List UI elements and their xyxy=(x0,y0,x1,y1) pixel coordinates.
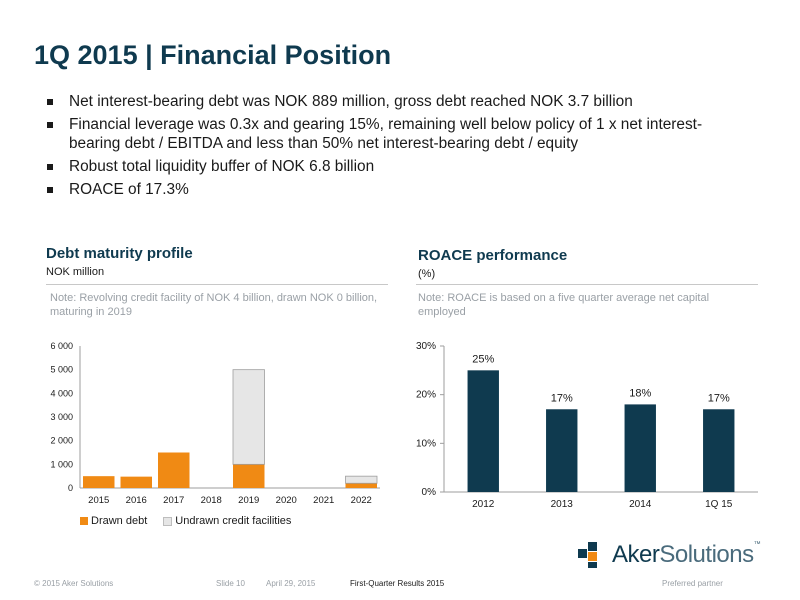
data-label: 17% xyxy=(708,392,730,404)
data-label: 25% xyxy=(472,353,494,365)
x-tick-label: 2022 xyxy=(351,495,372,506)
legend-item-drawn: Drawn debt xyxy=(80,515,147,527)
bullet-square-icon xyxy=(47,99,53,105)
legend-label-drawn: Drawn debt xyxy=(91,515,148,527)
bullet-square-icon xyxy=(47,122,53,128)
x-tick-label: 2013 xyxy=(551,499,574,510)
x-tick-label: 2021 xyxy=(313,495,334,506)
x-tick-label: 2015 xyxy=(88,495,109,506)
debt-chart-note: Note: Revolving credit facility of NOK 4… xyxy=(50,292,378,318)
logo-wordmark: AkerSolutions™ xyxy=(612,541,761,569)
roace-chart-note: Note: ROACE is based on a five quarter a… xyxy=(418,292,710,318)
x-tick-label: 1Q 15 xyxy=(705,499,733,510)
bullet-text: Net interest-bearing debt was NOK 889 mi… xyxy=(69,93,633,110)
bullet-square-icon xyxy=(47,187,53,193)
aker-logo-mark-icon xyxy=(578,542,597,568)
y-tick-label: 1 000 xyxy=(50,459,73,469)
data-label: 18% xyxy=(629,387,651,399)
logo-solutions: Solutions xyxy=(659,541,754,568)
bullet-item: Financial leverage was 0.3x and gearing … xyxy=(45,115,745,153)
bar-drawn-debt xyxy=(158,452,190,488)
legend-swatch-drawn xyxy=(80,517,88,525)
y-tick-label: 3 000 xyxy=(50,412,73,422)
y-tick-label: 0 xyxy=(68,483,73,493)
roace-chart-title: ROACE performance xyxy=(418,247,568,264)
roace-chart: 0% 10% 20% 30% 25% 2012 17% 2013 18% 2014 17% 1Q 15 xyxy=(0,330,800,525)
debt-chart-unit: NOK million xyxy=(46,266,105,278)
bullet-item: Robust total liquidity buffer of NOK 6.8… xyxy=(45,157,745,176)
bullet-item: ROACE of 17.3% xyxy=(45,180,745,199)
debt-maturity-chart: 0 1 000 2 000 3 000 4 000 5 000 6 000 2015 2016 2… xyxy=(0,330,400,520)
logo-tm: ™ xyxy=(753,541,761,548)
bar-drawn-debt xyxy=(233,464,265,488)
y-tick-label: 6 000 xyxy=(50,341,73,351)
bullet-list: Net interest-bearing debt was NOK 889 mi… xyxy=(45,92,745,203)
roace-chart-svg: 0% 10% 20% 30% 25% 2012 17% 2013 18% 2014 17% 1Q 15 xyxy=(416,341,758,510)
y-tick-label: 2 000 xyxy=(50,436,73,446)
legend-label-undrawn: Undrawn credit facilities xyxy=(175,515,292,527)
divider xyxy=(416,284,758,285)
debt-chart-legend: Drawn debt Undrawn credit facilities xyxy=(80,515,303,527)
footer-copyright: © 2015 Aker Solutions xyxy=(34,579,114,588)
bar-drawn-debt xyxy=(83,476,115,488)
bullet-item: Net interest-bearing debt was NOK 889 mi… xyxy=(45,92,745,111)
x-tick-label: 2018 xyxy=(201,495,222,506)
y-tick-label: 0% xyxy=(422,487,437,498)
legend-item-undrawn: Undrawn credit facilities xyxy=(163,515,291,527)
x-tick-label: 2019 xyxy=(238,495,259,506)
y-tick-label: 10% xyxy=(416,438,436,449)
footer-partner: Preferred partner xyxy=(662,579,723,588)
x-tick-label: 2014 xyxy=(629,499,652,510)
bullet-text: ROACE of 17.3% xyxy=(69,181,189,198)
divider xyxy=(46,284,388,285)
bar-roace xyxy=(467,370,499,492)
debt-chart-svg: 0 1 000 2 000 3 000 4 000 5 000 6 000 2015 2016 2… xyxy=(50,341,380,506)
legend-swatch-undrawn xyxy=(163,516,173,526)
bar-undrawn-facility xyxy=(232,369,265,465)
aker-solutions-logo: AkerSolutions™ xyxy=(578,541,761,569)
footer-slide-number: Slide 10 xyxy=(216,579,245,588)
bullet-square-icon xyxy=(47,164,53,170)
bar-undrawn-facility xyxy=(345,475,378,484)
footer-report-title: First-Quarter Results 2015 xyxy=(350,579,445,588)
data-label: 17% xyxy=(551,392,573,404)
x-tick-label: 2017 xyxy=(163,495,184,506)
y-tick-label: 30% xyxy=(416,341,436,352)
bullet-text: Robust total liquidity buffer of NOK 6.8… xyxy=(69,158,375,175)
bullet-text: Financial leverage was 0.3x and gearing … xyxy=(69,116,703,152)
x-tick-label: 2020 xyxy=(276,495,297,506)
roace-chart-unit: (%) xyxy=(418,268,436,280)
debt-chart-title: Debt maturity profile xyxy=(46,245,193,262)
bar-drawn-debt xyxy=(345,483,377,488)
bar-roace xyxy=(703,409,735,492)
footer-date: April 29, 2015 xyxy=(266,579,316,588)
bar-roace xyxy=(546,409,578,492)
x-tick-label: 2016 xyxy=(126,495,147,506)
x-tick-label: 2012 xyxy=(472,499,495,510)
y-tick-label: 20% xyxy=(416,390,436,401)
bar-drawn-debt xyxy=(120,476,152,488)
y-tick-label: 4 000 xyxy=(50,388,73,398)
page-title: 1Q 2015 | Financial Position xyxy=(34,40,392,70)
bar-roace xyxy=(624,404,656,492)
y-tick-label: 5 000 xyxy=(50,365,73,375)
logo-aker: Aker xyxy=(612,541,660,568)
